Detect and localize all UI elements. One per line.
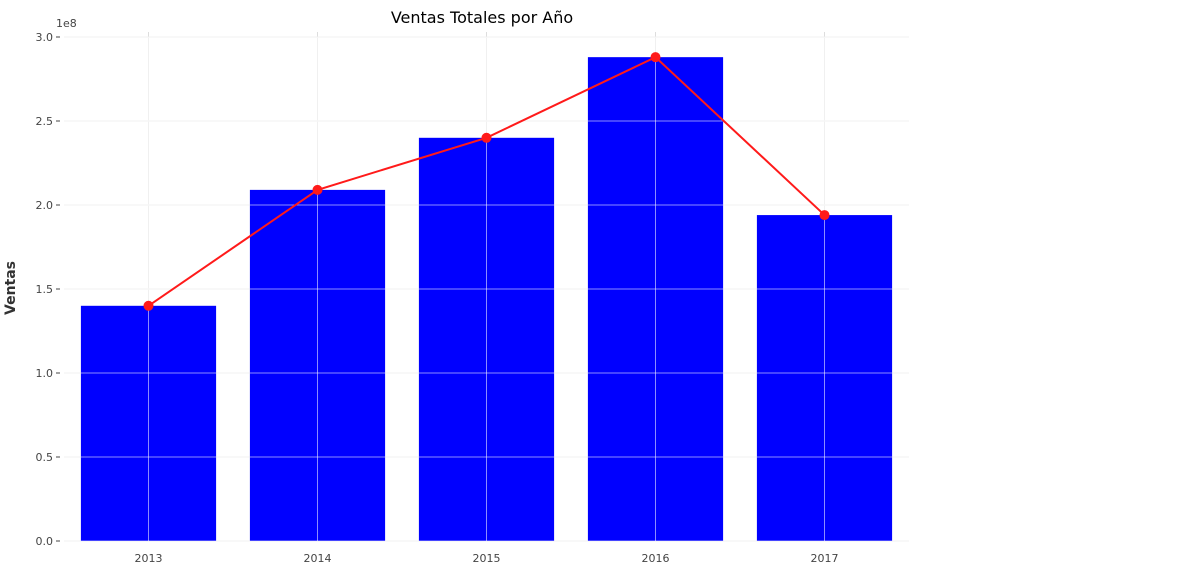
trend-point — [312, 184, 323, 195]
trend-line — [143, 52, 830, 311]
y-axis-label: Ventas — [3, 261, 19, 315]
y-offset-label: 1e8 — [56, 17, 77, 30]
axes: 0.0 0.5 1.0 1.5 2.0 2.5 3.0 2013 2014 2015 2016 201… — [36, 31, 839, 565]
y-tick-label: 3.0 — [36, 31, 54, 44]
bars — [64, 36, 909, 542]
trend-point — [819, 210, 830, 221]
y-tick-label: 2.5 — [36, 115, 54, 128]
y-tick-label: 0.0 — [36, 535, 54, 548]
trend-point — [650, 52, 661, 63]
chart-title: Ventas Totales por Año — [391, 8, 573, 27]
x-tick-label: 2013 — [135, 552, 163, 565]
x-tick-label: 2014 — [304, 552, 332, 565]
trend-point — [143, 300, 154, 311]
x-tick-label: 2017 — [811, 552, 839, 565]
y-tick-label: 2.0 — [36, 199, 54, 212]
x-tick-label: 2016 — [642, 552, 670, 565]
x-tick-label: 2015 — [473, 552, 501, 565]
trend-point — [481, 132, 492, 143]
y-tick-label: 0.5 — [36, 451, 54, 464]
y-tick-label: 1.5 — [36, 283, 54, 296]
y-tick-label: 1.0 — [36, 367, 54, 380]
